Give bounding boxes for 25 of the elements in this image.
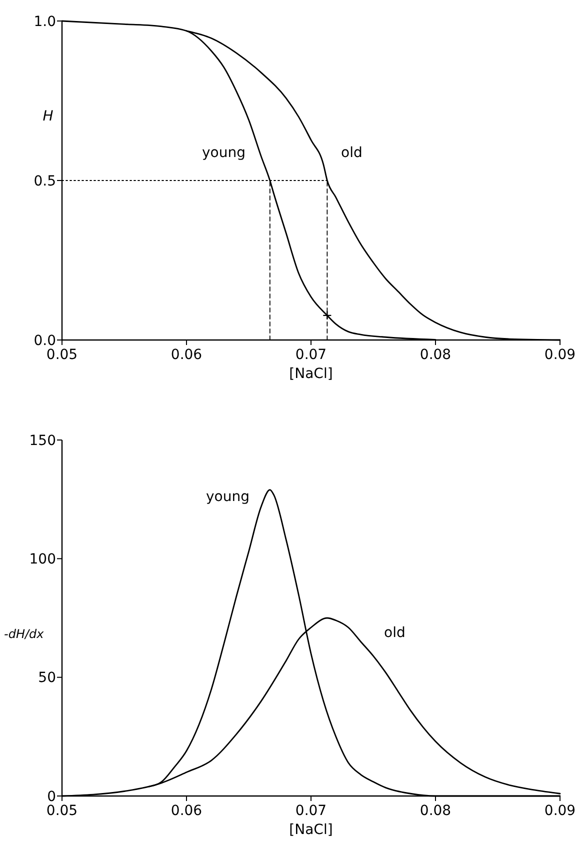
x-tick-label: 0.09 — [544, 803, 576, 819]
x-tick-label: 0.05 — [46, 803, 78, 819]
series-label: old — [384, 625, 406, 641]
x-tick-label: 0.08 — [420, 803, 452, 819]
x-tick-label: 0.09 — [544, 347, 576, 363]
series-label: young — [206, 489, 250, 505]
x-tick-label: 0.08 — [420, 347, 452, 363]
y-tick-label: 50 — [38, 670, 56, 686]
y-tick-label: 0 — [47, 788, 56, 805]
y-axis-title: -dH/dx — [4, 627, 45, 641]
series-label: old — [341, 145, 362, 161]
y-axis-title: H — [42, 108, 54, 124]
x-tick-label: 0.07 — [295, 803, 327, 819]
x-axis-title: [NaCl] — [289, 822, 333, 838]
y-tick-label: 1.0 — [34, 14, 56, 30]
y-tick-label: 150 — [29, 432, 56, 449]
x-tick-label: 0.07 — [295, 347, 327, 363]
x-axis-title: [NaCl] — [289, 366, 333, 382]
x-tick-label: 0.05 — [46, 347, 78, 363]
y-tick-label: 0.0 — [34, 332, 56, 349]
x-tick-label: 0.06 — [170, 803, 202, 819]
series-label: young — [202, 145, 246, 161]
x-tick-label: 0.06 — [170, 347, 202, 363]
y-tick-label: 0.5 — [34, 173, 56, 190]
y-tick-label: 100 — [29, 552, 56, 568]
